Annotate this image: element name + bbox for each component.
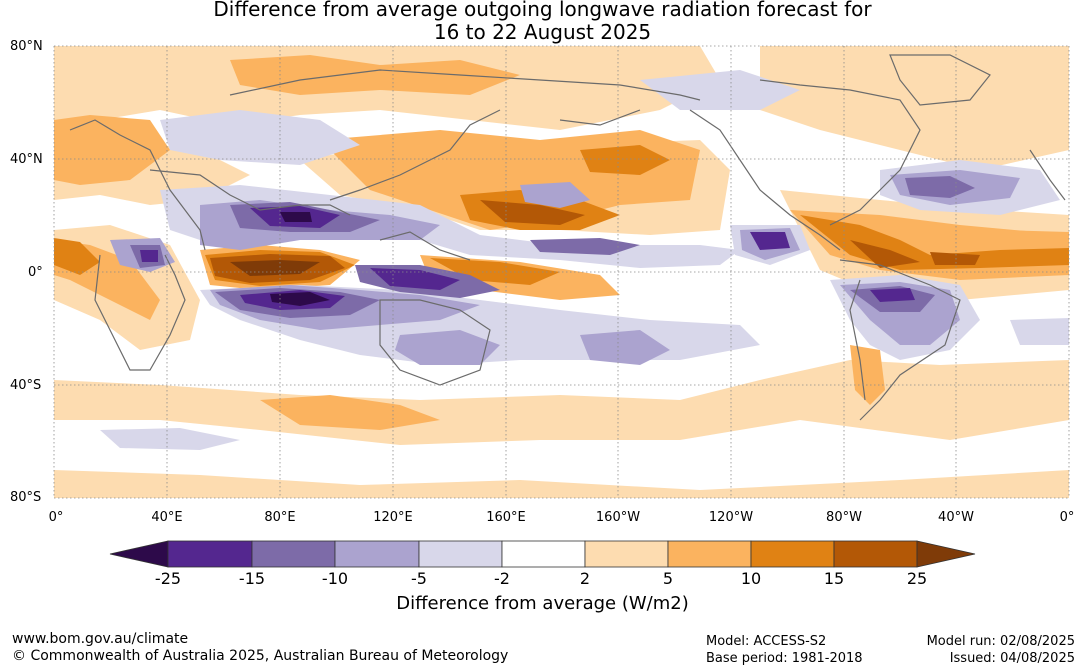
lat-label-80n: 80°N <box>10 39 43 54</box>
colorbar-segment-15-25 <box>833 540 918 568</box>
colorbar-tick-label: -15 <box>238 569 266 588</box>
colorbar-segment--10--5 <box>334 540 420 568</box>
footer-dates: Model run: 02/08/2025 Issued: 04/08/2025 <box>927 633 1075 667</box>
lat-label-40n: 40°N <box>10 152 43 167</box>
footer-model-info: Model: ACCESS-S2 Base period: 1981-2018 <box>706 633 863 667</box>
colorbar-segment--25--15 <box>167 540 253 568</box>
model-run-date: Model run: 02/08/2025 <box>926 634 1075 649</box>
colorbar-tick-label: 5 <box>662 569 674 588</box>
lon-label-120e: 120°E <box>373 510 413 525</box>
coastlines <box>69 54 1066 421</box>
colorbar-tick-label: 2 <box>579 569 591 588</box>
website-link[interactable]: www.bom.gov.au/climate <box>12 631 189 647</box>
colorbar-title: Difference from average (W/m2) <box>396 593 689 614</box>
colorbar-tick-label: -5 <box>411 569 427 588</box>
graticule <box>53 45 1070 499</box>
colorbar-tick-label: 10 <box>740 569 762 588</box>
map-title: Difference from average outgoing longwav… <box>0 0 1085 44</box>
colorbar-segment--15--10 <box>251 540 336 568</box>
lon-label-0-left: 0° <box>48 510 64 525</box>
lat-label-40s: 40°S <box>10 378 42 393</box>
copyright-text: © Commonwealth of Australia 2025, Austra… <box>12 648 509 664</box>
colorbar-tick-label: -2 <box>494 569 510 588</box>
lon-label-40w: 40°W <box>938 510 974 525</box>
colorbar-tick-label: 25 <box>906 569 928 588</box>
title-line-2: 16 to 22 August 2025 <box>433 20 652 44</box>
lon-label-160e: 160°E <box>486 510 526 525</box>
base-period: Base period: 1981-2018 <box>706 651 863 666</box>
lon-label-80w: 80°W <box>826 510 862 525</box>
colorbar-tick-label: -25 <box>154 569 182 588</box>
model-name: Model: ACCESS-S2 <box>706 634 827 649</box>
colorbar-segment--5--2 <box>418 540 503 568</box>
colorbar-tick-label: -10 <box>321 569 349 588</box>
lon-label-40e: 40°E <box>151 510 183 525</box>
lat-label-equator: 0° <box>28 265 43 280</box>
anomaly-field <box>54 46 1069 498</box>
issued-date: Issued: 04/08/2025 <box>949 651 1075 666</box>
lon-label-80e: 80°E <box>264 510 296 525</box>
colorbar-segment-5-10 <box>667 540 752 568</box>
colorbar-segment-2-5 <box>584 540 669 568</box>
lon-label-0-right: 0° <box>1059 510 1075 525</box>
lon-label-160w: 160°W <box>595 510 641 525</box>
colorbar <box>109 540 976 568</box>
lon-label-120w: 120°W <box>708 510 754 525</box>
colorbar-segment-lt-25 <box>109 540 169 568</box>
colorbar-segment-gt-25 <box>916 540 976 568</box>
colorbar-segment-10-15 <box>750 540 835 568</box>
colorbar-tick-label: 15 <box>823 569 845 588</box>
lat-label-80s: 80°S <box>10 490 42 505</box>
title-line-1: Difference from average outgoing longwav… <box>213 0 872 21</box>
colorbar-segment--2-2 <box>501 540 586 568</box>
footer-left: www.bom.gov.au/climate © Commonwealth of… <box>12 631 508 665</box>
